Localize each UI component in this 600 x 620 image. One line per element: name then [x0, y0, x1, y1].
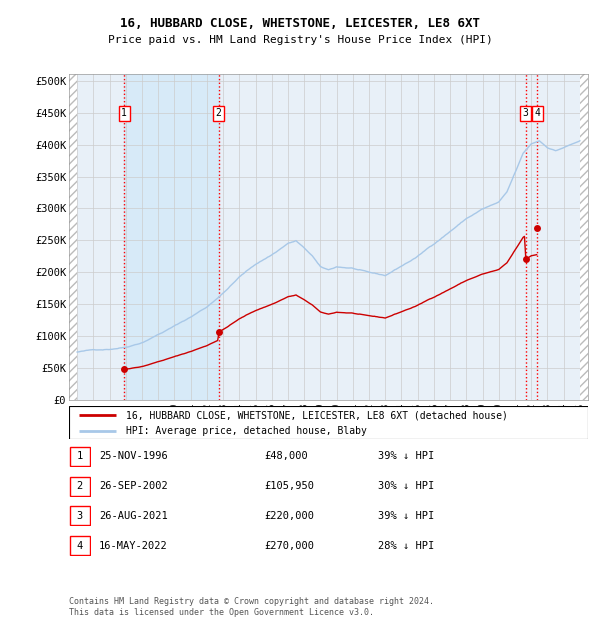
- Text: £48,000: £48,000: [264, 451, 308, 461]
- Text: 16-MAY-2022: 16-MAY-2022: [99, 541, 168, 551]
- Bar: [124, 74, 218, 400]
- Text: 16, HUBBARD CLOSE, WHETSTONE, LEICESTER, LE8 6XT: 16, HUBBARD CLOSE, WHETSTONE, LEICESTER,…: [120, 17, 480, 30]
- Text: Price paid vs. HM Land Registry's House Price Index (HPI): Price paid vs. HM Land Registry's House …: [107, 35, 493, 45]
- Text: 39% ↓ HPI: 39% ↓ HPI: [378, 451, 434, 461]
- Text: 4: 4: [534, 108, 540, 118]
- Text: 26-AUG-2021: 26-AUG-2021: [99, 511, 168, 521]
- Text: £270,000: £270,000: [264, 541, 314, 551]
- Text: 4: 4: [77, 541, 83, 551]
- Text: 25-NOV-1996: 25-NOV-1996: [99, 451, 168, 461]
- Text: HPI: Average price, detached house, Blaby: HPI: Average price, detached house, Blab…: [126, 426, 367, 436]
- Text: 26-SEP-2002: 26-SEP-2002: [99, 481, 168, 491]
- Text: 30% ↓ HPI: 30% ↓ HPI: [378, 481, 434, 491]
- Text: 28% ↓ HPI: 28% ↓ HPI: [378, 541, 434, 551]
- Text: Contains HM Land Registry data © Crown copyright and database right 2024.
This d: Contains HM Land Registry data © Crown c…: [69, 598, 434, 617]
- Text: £105,950: £105,950: [264, 481, 314, 491]
- Text: £220,000: £220,000: [264, 511, 314, 521]
- Text: 39% ↓ HPI: 39% ↓ HPI: [378, 511, 434, 521]
- Text: 3: 3: [77, 511, 83, 521]
- Text: 2: 2: [216, 108, 221, 118]
- Text: 3: 3: [523, 108, 529, 118]
- Text: 2: 2: [77, 481, 83, 491]
- Text: 16, HUBBARD CLOSE, WHETSTONE, LEICESTER, LE8 6XT (detached house): 16, HUBBARD CLOSE, WHETSTONE, LEICESTER,…: [126, 410, 508, 420]
- Text: 1: 1: [77, 451, 83, 461]
- Text: 1: 1: [121, 108, 127, 118]
